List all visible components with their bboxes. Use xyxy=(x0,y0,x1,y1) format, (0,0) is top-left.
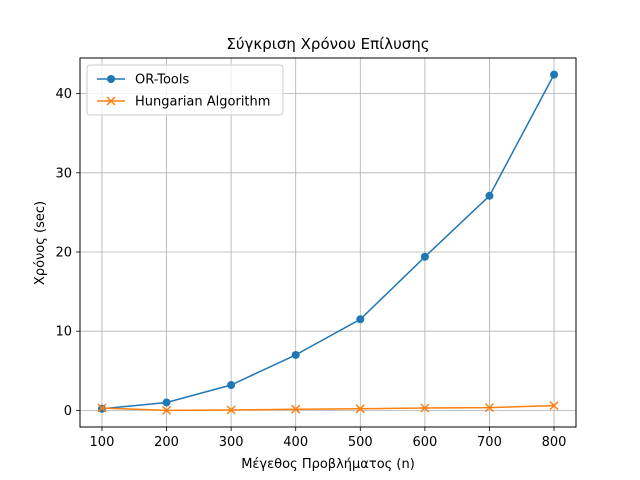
y-tick-label: 20 xyxy=(55,246,72,261)
data-point xyxy=(227,381,236,390)
y-tick-label: 40 xyxy=(55,87,72,102)
series-line xyxy=(101,74,555,410)
data-point xyxy=(420,252,429,261)
data-point xyxy=(291,404,301,414)
data-point xyxy=(550,70,559,79)
data-point xyxy=(355,404,365,414)
x-tick-label: 300 xyxy=(219,435,244,450)
chart-title: Σύγκριση Χρόνου Επίλυσης xyxy=(226,35,429,53)
x-tick-label: 200 xyxy=(154,435,179,450)
data-point xyxy=(162,398,171,407)
plot-frame xyxy=(79,57,577,428)
data-point xyxy=(356,315,365,324)
x-axis-ticks: 100 200 300 400 500 600 700 800 xyxy=(90,427,567,450)
data-point xyxy=(549,401,559,411)
data-point xyxy=(291,350,300,359)
data-point xyxy=(162,405,172,415)
x-tick-label: 800 xyxy=(542,435,567,450)
x-tick-label: 700 xyxy=(477,435,502,450)
x-tick-label: 400 xyxy=(283,435,308,450)
legend-marker-hungarian-algorithm xyxy=(106,96,116,106)
data-point xyxy=(97,403,107,413)
x-tick-label: 100 xyxy=(90,435,115,450)
legend-label-hungarian-algorithm: Hungarian Algorithm xyxy=(135,95,270,110)
x-tick-label: 500 xyxy=(348,435,373,450)
y-axis-ticks: 0 10 20 30 40 xyxy=(55,87,80,419)
data-point xyxy=(485,191,494,200)
data-point xyxy=(226,405,236,415)
y-tick-label: 10 xyxy=(55,325,72,340)
data-point xyxy=(484,403,494,413)
legend-box xyxy=(86,64,284,116)
series-layer xyxy=(97,70,559,415)
legend: OR-Tools Hungarian Algorithm xyxy=(86,64,284,116)
legend-marker-or-tools xyxy=(107,75,115,83)
series-line xyxy=(101,404,555,412)
x-axis-label: Μέγεθος Προβλήματος (n) xyxy=(241,457,415,472)
y-axis-label: Χρόνος (sec) xyxy=(33,201,48,285)
y-tick-label: 30 xyxy=(55,166,72,181)
y-tick-label: 0 xyxy=(64,404,72,419)
legend-label-or-tools: OR-Tools xyxy=(135,73,189,88)
data-point xyxy=(420,403,430,413)
series-hungarian-algorithm xyxy=(97,401,559,415)
x-tick-label: 600 xyxy=(412,435,437,450)
